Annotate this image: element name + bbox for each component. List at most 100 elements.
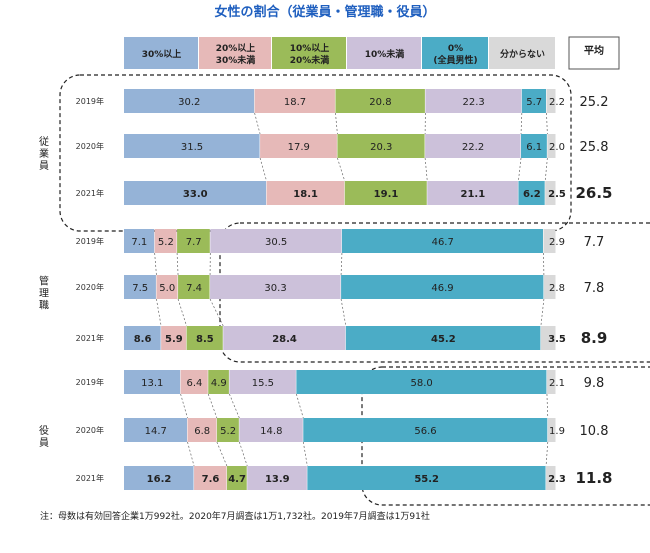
legend-label: 10%以上 xyxy=(290,42,330,54)
data-label: 6.4 xyxy=(186,378,202,389)
average-value: 7.8 xyxy=(584,281,605,296)
connector-line xyxy=(154,252,157,276)
connector-line xyxy=(340,298,347,327)
connector-line xyxy=(340,252,343,276)
bar-segment xyxy=(161,326,187,350)
data-label: 16.2 xyxy=(147,474,172,485)
bar-segment xyxy=(124,418,188,442)
legend-swatch xyxy=(489,37,555,69)
legend-swatch xyxy=(422,37,488,69)
connector-line xyxy=(259,157,267,182)
connector-line xyxy=(187,441,195,467)
data-label: 45.2 xyxy=(431,334,456,345)
bar-segment xyxy=(247,466,307,490)
data-label: 7.1 xyxy=(131,237,147,248)
bar-row: 2020年 31.5 17.9 20.3 22.2 6.1 2.0 25.8 xyxy=(76,134,609,158)
data-label: 2.1 xyxy=(549,378,565,389)
bar-segment xyxy=(546,89,556,113)
data-label: 3.5 xyxy=(548,334,566,345)
bar-segment xyxy=(194,466,227,490)
data-label: 5.7 xyxy=(526,97,542,108)
bar-segment xyxy=(208,370,229,394)
legend-label: 20%未満 xyxy=(290,54,330,66)
group-2: 管理職 2019年 7.1 5.2 7.7 30.5 46.7 2.9 7.7 2020年 7.5 5… xyxy=(39,222,650,363)
bar-segment xyxy=(124,229,155,253)
data-label: 30.3 xyxy=(264,283,286,294)
data-label: 18.1 xyxy=(293,189,318,200)
bar-segment xyxy=(521,134,547,158)
bar-segment xyxy=(156,275,178,299)
bar-segment xyxy=(239,418,303,442)
bar-segment xyxy=(124,89,255,113)
connector-line xyxy=(239,441,248,467)
bar-segment xyxy=(425,134,521,158)
data-label: 18.7 xyxy=(284,97,306,108)
bar-row: 2019年 7.1 5.2 7.7 30.5 46.7 2.9 7.7 xyxy=(76,229,604,253)
bar-row: 2019年 30.2 18.7 20.8 22.3 5.7 2.2 25.2 xyxy=(76,89,608,113)
bar-segment xyxy=(303,418,548,442)
bar-segment xyxy=(547,134,556,158)
data-label: 28.4 xyxy=(272,334,297,345)
average-value: 26.5 xyxy=(575,184,612,202)
legend-label: 20%以上 xyxy=(216,42,256,54)
bar-segment xyxy=(154,229,177,253)
average-value: 10.8 xyxy=(580,424,609,439)
bar-segment xyxy=(427,181,518,205)
data-label: 2.3 xyxy=(548,474,566,485)
bar-row: 2020年 14.7 6.8 5.2 14.8 56.6 1.9 10.8 xyxy=(76,418,609,442)
connector-line xyxy=(546,112,548,135)
connector-line xyxy=(207,393,218,419)
group-label: 管理職 xyxy=(39,275,49,312)
average-value: 11.8 xyxy=(575,469,612,487)
legend-label: (全員男性) xyxy=(433,54,477,66)
data-label: 8.5 xyxy=(196,334,214,345)
bar-segment xyxy=(266,181,345,205)
bar-segment xyxy=(521,89,546,113)
bar-segment xyxy=(124,275,156,299)
bar-segment xyxy=(545,181,556,205)
bar-segment xyxy=(178,275,210,299)
data-label: 58.0 xyxy=(411,378,433,389)
connector-line xyxy=(229,393,240,419)
data-label: 13.1 xyxy=(141,378,163,389)
data-label: 14.7 xyxy=(145,426,167,437)
year-label: 2019年 xyxy=(76,377,104,387)
connector-line xyxy=(177,298,187,327)
legend-swatch xyxy=(124,37,198,69)
bar-segment xyxy=(229,370,296,394)
data-label: 5.9 xyxy=(165,334,183,345)
legend-swatch xyxy=(199,37,271,69)
bar-segment xyxy=(547,418,556,442)
connector-line xyxy=(302,441,308,467)
bar-segment xyxy=(341,229,543,253)
connector-line xyxy=(337,157,346,182)
year-label: 2021年 xyxy=(76,188,104,198)
connector-line xyxy=(540,298,545,327)
bar-segment xyxy=(337,134,425,158)
bar-segment xyxy=(226,466,247,490)
bar-segment xyxy=(543,275,556,299)
legend-swatch xyxy=(347,37,421,69)
data-label: 21.1 xyxy=(460,189,485,200)
data-label: 46.7 xyxy=(432,237,454,248)
bar-segment xyxy=(345,326,541,350)
connector-line xyxy=(209,298,224,327)
connector-line xyxy=(156,298,162,327)
connector-line xyxy=(518,157,522,182)
year-label: 2020年 xyxy=(76,282,104,292)
bar-segment xyxy=(425,89,522,113)
chart-title: 女性の割合（従業員・管理職・役員） xyxy=(214,4,435,20)
data-label: 20.8 xyxy=(369,97,391,108)
average-value: 9.8 xyxy=(584,376,605,391)
bar-segment xyxy=(254,89,335,113)
connector-line xyxy=(546,393,549,419)
legend-label: 分からない xyxy=(500,48,545,60)
connector-line xyxy=(180,393,188,419)
data-label: 2.5 xyxy=(548,189,566,200)
year-label: 2019年 xyxy=(76,96,104,106)
data-label: 2.2 xyxy=(549,97,565,108)
average-value: 25.8 xyxy=(580,140,609,155)
data-label: 30.2 xyxy=(178,97,200,108)
data-label: 14.8 xyxy=(260,426,282,437)
